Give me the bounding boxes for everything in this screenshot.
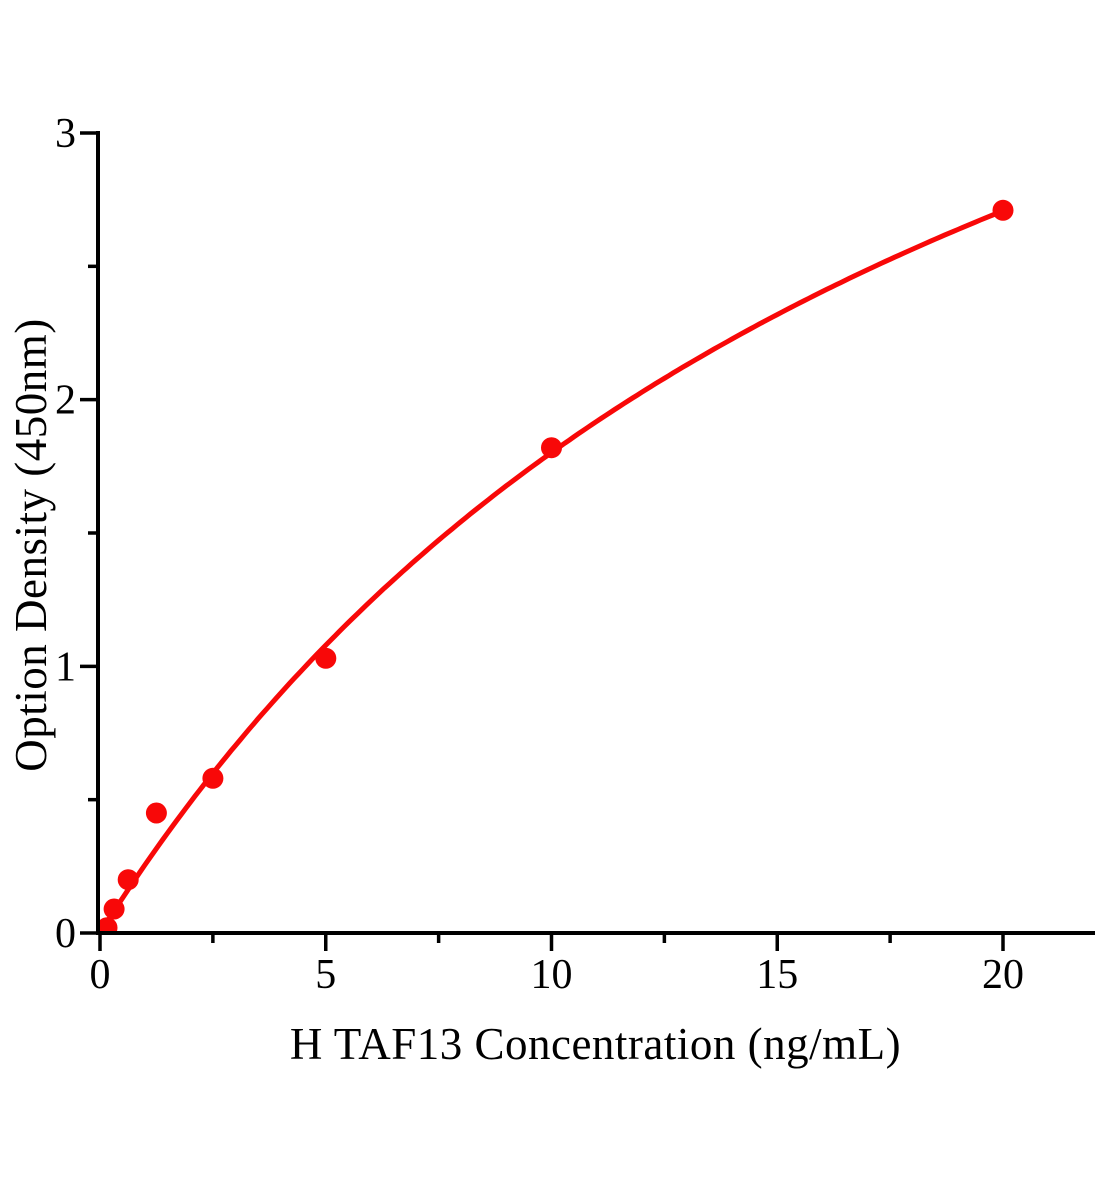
y-tick-label: 2 [55, 378, 76, 424]
data-point [315, 647, 337, 669]
x-tick-label: 10 [531, 952, 573, 998]
y-tick-label: 0 [55, 911, 76, 957]
plot-area [100, 199, 1014, 933]
data-point [103, 898, 125, 920]
data-point [202, 767, 224, 789]
data-point [992, 199, 1014, 221]
y-tick-label: 3 [55, 111, 76, 157]
x-axis-title: H TAF13 Concentration (ng/mL) [289, 1019, 902, 1069]
data-point [145, 802, 167, 824]
x-tick-label: 0 [90, 952, 111, 998]
x-tick-label: 20 [982, 952, 1024, 998]
x-tick-label: 15 [756, 952, 798, 998]
y-axis-title: Option Density (450nm) [6, 318, 56, 772]
fit-curve [100, 208, 1006, 933]
x-tick-label: 5 [315, 952, 336, 998]
data-point [541, 437, 562, 459]
data-point [117, 869, 139, 891]
data-point [100, 917, 118, 933]
y-tick-label: 1 [55, 644, 76, 690]
